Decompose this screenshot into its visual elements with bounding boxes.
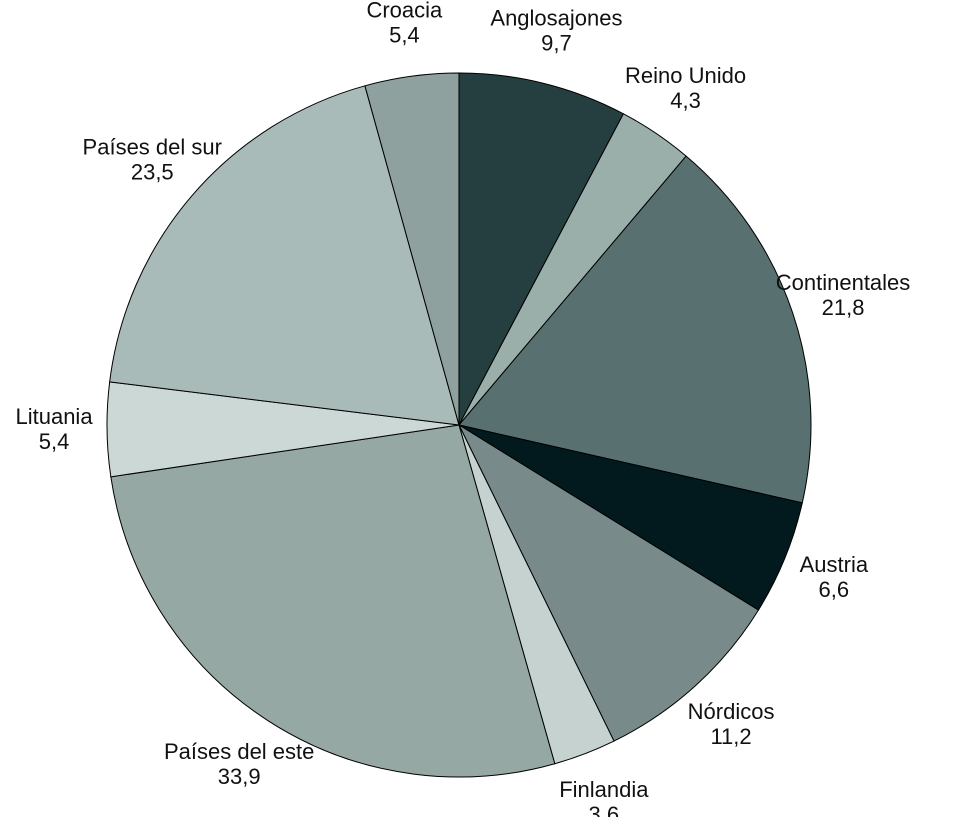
slice-value: 11,2 xyxy=(710,724,751,749)
slice-value: 3,6 xyxy=(589,802,620,817)
slice-label: Finlandia xyxy=(559,777,649,802)
pie-slice xyxy=(458,72,625,426)
pie-slice xyxy=(364,72,460,426)
slice-label: Países del este xyxy=(164,739,314,764)
slice-value: 9,7 xyxy=(541,31,572,56)
pie-slice xyxy=(458,155,812,504)
slice-label: Croacia xyxy=(366,0,443,23)
pie-slice xyxy=(110,424,556,778)
slice-label: Lituania xyxy=(15,404,93,429)
slice-value: 5,4 xyxy=(39,429,70,454)
slice-label: Nórdicos xyxy=(688,699,775,724)
slice-value: 23,5 xyxy=(131,159,174,184)
pie-slice xyxy=(109,85,460,426)
slice-label: Continentales xyxy=(776,270,911,295)
slice-value: 5,4 xyxy=(389,23,420,48)
slice-value: 6,6 xyxy=(819,577,850,602)
slice-value: 4,3 xyxy=(670,88,701,113)
pie-slice xyxy=(457,423,760,742)
slice-label: Reino Unido xyxy=(625,63,746,88)
slice-value: 21,8 xyxy=(822,295,865,320)
slice-value: 33,9 xyxy=(218,764,261,789)
slice-label: Austria xyxy=(800,552,869,577)
slice-label: Anglosajones xyxy=(490,6,622,31)
slice-label: Países del sur xyxy=(83,134,222,159)
